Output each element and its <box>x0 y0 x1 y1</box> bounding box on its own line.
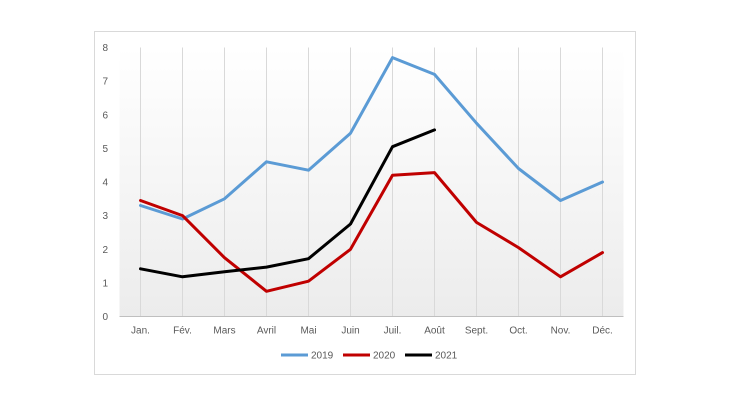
y-tick-label: 3 <box>102 211 108 222</box>
x-tick-label: Déc. <box>592 326 613 337</box>
y-axis-ticks: 0 1 2 3 4 5 6 7 8 <box>102 43 108 323</box>
legend: 2019 2020 2021 <box>281 351 458 362</box>
x-tick-label: Jan. <box>131 326 150 337</box>
chart-area: 0 1 2 3 4 5 6 7 8 Jan. Fév. Mars Avril Mai Juin Juil. A… <box>94 31 636 375</box>
series-line-2020 <box>139 171 604 293</box>
series-line-2019 <box>139 56 604 221</box>
y-tick-label: 4 <box>102 178 108 189</box>
y-tick-label: 8 <box>102 43 108 54</box>
y-tick-label: 2 <box>102 245 108 256</box>
vertical-gridlines <box>140 47 603 317</box>
legend-label-2021: 2021 <box>435 351 458 362</box>
line-chart: 0 1 2 3 4 5 6 7 8 Jan. Fév. Mars Avril Mai Juin Juil. A… <box>102 43 624 362</box>
y-tick-label: 6 <box>102 110 108 121</box>
x-tick-label: Nov. <box>551 326 571 337</box>
legend-label-2020: 2020 <box>373 351 396 362</box>
x-tick-label: Avril <box>257 326 276 337</box>
y-tick-label: 1 <box>102 278 108 289</box>
y-tick-label: 7 <box>102 77 108 88</box>
x-tick-label: Sept. <box>465 326 488 337</box>
x-tick-label: Août <box>424 326 445 337</box>
y-tick-label: 0 <box>102 312 108 323</box>
series-line-2021 <box>139 128 436 279</box>
x-tick-label: Fév. <box>173 326 192 337</box>
x-tick-label: Mai <box>300 326 316 337</box>
x-axis-ticks: Jan. Fév. Mars Avril Mai Juin Juil. Août Sept. Oc… <box>131 326 613 337</box>
series-lines <box>139 56 604 293</box>
legend-label-2019: 2019 <box>311 351 334 362</box>
y-tick-label: 5 <box>102 144 108 155</box>
x-tick-label: Mars <box>213 326 235 337</box>
x-tick-label: Juil. <box>384 326 402 337</box>
x-tick-label: Juin <box>341 326 359 337</box>
x-tick-label: Oct. <box>509 326 527 337</box>
